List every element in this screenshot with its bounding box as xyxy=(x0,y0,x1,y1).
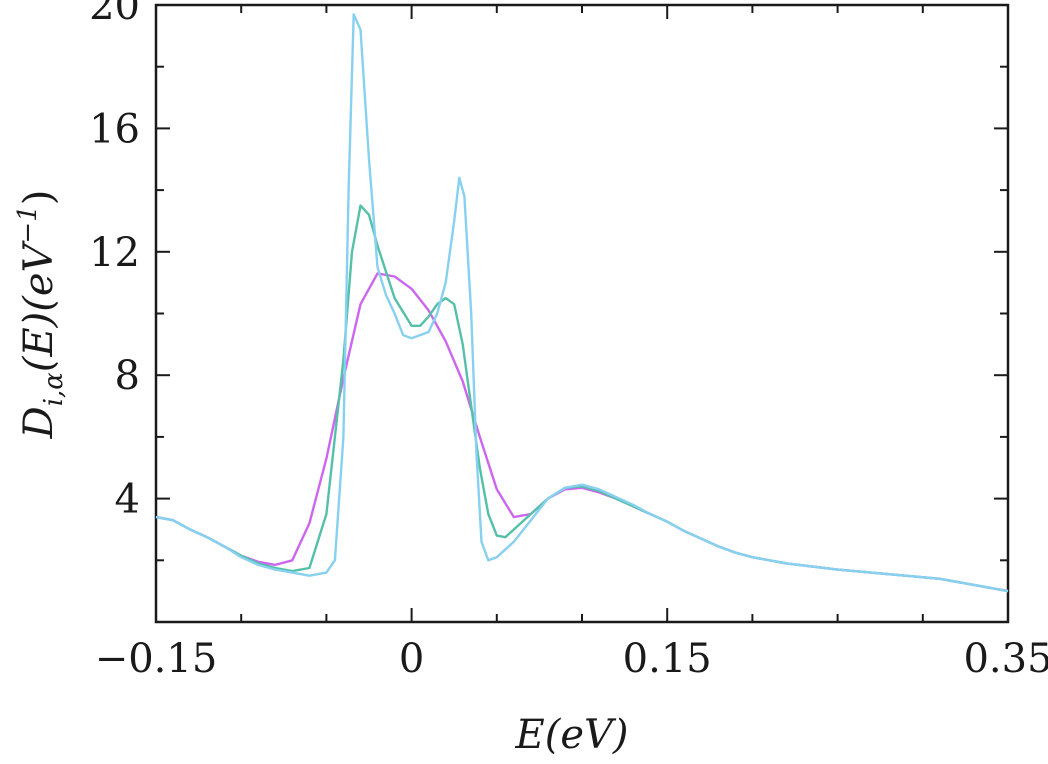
series-line-1 xyxy=(155,272,1009,593)
plot-frame xyxy=(154,3,1010,624)
x-tick-labels: −0.15 0 0.15 0.35 xyxy=(95,636,1048,682)
series-line-2 xyxy=(155,204,1009,593)
y-tick-label: 12 xyxy=(89,230,140,276)
y-tick-label: 8 xyxy=(115,353,140,399)
y-tick-label: 20 xyxy=(89,0,140,29)
series-group xyxy=(155,13,1009,593)
x-tick-label: 0.15 xyxy=(623,636,712,682)
y-tick-label: 16 xyxy=(89,106,140,152)
x-tick-label: 0 xyxy=(399,636,424,682)
y-tick-labels: 4 8 12 16 20 xyxy=(89,0,140,523)
x-axis-label: E(eV) xyxy=(515,712,629,758)
y-axis-label: Di,α(E)(eV−1) xyxy=(13,190,69,440)
svg-text:Di,α(E)(eV−1): Di,α(E)(eV−1) xyxy=(13,190,69,440)
series-line-3 xyxy=(155,13,1009,593)
x-tick-label: −0.15 xyxy=(95,636,218,682)
y-tick-label: 4 xyxy=(115,477,140,523)
x-tick-label: 0.35 xyxy=(963,636,1048,682)
axis-ticks xyxy=(155,4,1009,623)
